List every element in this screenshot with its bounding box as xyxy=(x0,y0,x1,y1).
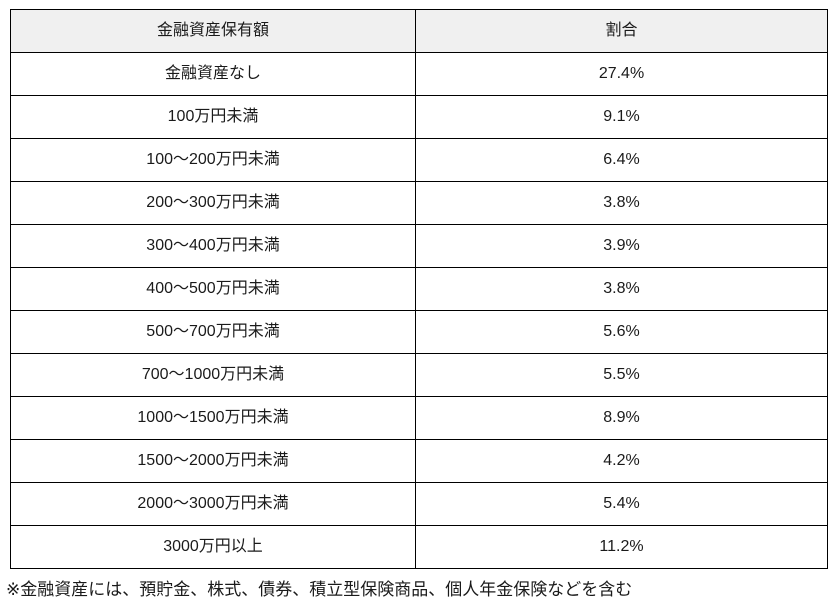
header-cell-category: 金融資産保有額 xyxy=(10,9,416,53)
cell-category: 200～300万円未満 xyxy=(10,181,416,225)
cell-ratio: 5.4% xyxy=(415,482,828,526)
cell-category: 100万円未満 xyxy=(10,95,416,139)
table-row: 1500～2000万円未満 4.2% xyxy=(10,439,828,483)
table-row: 2000～3000万円未満 5.4% xyxy=(10,482,828,526)
cell-category: 500～700万円未満 xyxy=(10,310,416,354)
cell-ratio: 6.4% xyxy=(415,138,828,182)
cell-category: 100～200万円未満 xyxy=(10,138,416,182)
cell-ratio: 11.2% xyxy=(415,525,828,569)
header-cell-ratio: 割合 xyxy=(415,9,828,53)
cell-category: 1000～1500万円未満 xyxy=(10,396,416,440)
cell-ratio: 3.8% xyxy=(415,181,828,225)
table-row: 500～700万円未満 5.6% xyxy=(10,310,828,354)
table-row: 100万円未満 9.1% xyxy=(10,95,828,139)
footnote: ※金融資産には、預貯金、株式、債券、積立型保険商品、個人年金保険などを含む xyxy=(6,580,633,599)
table-row: 3000万円以上 11.2% xyxy=(10,525,828,569)
table-row: 300～400万円未満 3.9% xyxy=(10,224,828,268)
cell-category: 3000万円以上 xyxy=(10,525,416,569)
cell-category: 400～500万円未満 xyxy=(10,267,416,311)
cell-category: 金融資産なし xyxy=(10,52,416,96)
cell-category: 300～400万円未満 xyxy=(10,224,416,268)
cell-ratio: 5.6% xyxy=(415,310,828,354)
cell-ratio: 3.9% xyxy=(415,224,828,268)
table-row: 200～300万円未満 3.8% xyxy=(10,181,828,225)
table-row: 100～200万円未満 6.4% xyxy=(10,138,828,182)
cell-category: 2000～3000万円未満 xyxy=(10,482,416,526)
cell-ratio: 27.4% xyxy=(415,52,828,96)
header-row: 金融資産保有額 割合 xyxy=(10,9,828,53)
cell-category: 700～1000万円未満 xyxy=(10,353,416,397)
table-row: 700～1000万円未満 5.5% xyxy=(10,353,828,397)
asset-table: 金融資産保有額 割合 金融資産なし 27.4% 100万円未満 9.1% 100～200… xyxy=(10,9,828,569)
cell-ratio: 5.5% xyxy=(415,353,828,397)
cell-category: 1500～2000万円未満 xyxy=(10,439,416,483)
cell-ratio: 8.9% xyxy=(415,396,828,440)
cell-ratio: 3.8% xyxy=(415,267,828,311)
table-row: 400～500万円未満 3.8% xyxy=(10,267,828,311)
table-row: 1000～1500万円未満 8.9% xyxy=(10,396,828,440)
table-row: 金融資産なし 27.4% xyxy=(10,52,828,96)
cell-ratio: 9.1% xyxy=(415,95,828,139)
cell-ratio: 4.2% xyxy=(415,439,828,483)
